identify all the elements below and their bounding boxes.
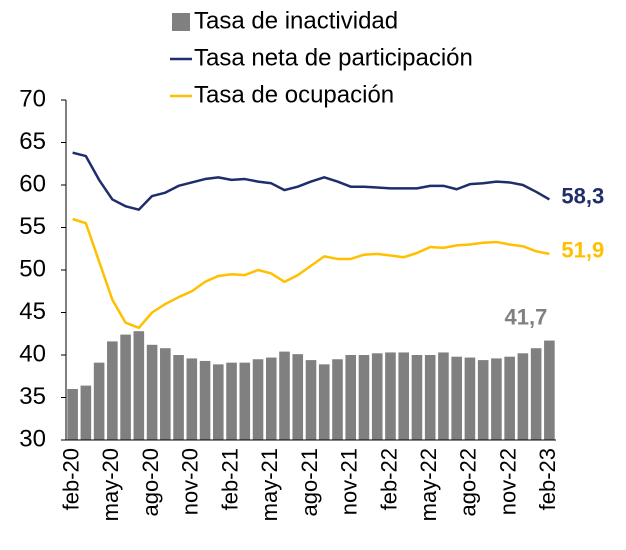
y-tick-label: 50 [19, 255, 46, 282]
bar [292, 354, 304, 440]
y-tick-label: 45 [19, 298, 46, 325]
bar [186, 358, 198, 440]
x-tick-label: feb-20 [58, 448, 83, 510]
y-tick-label: 60 [19, 170, 46, 197]
data-label: 51,9 [561, 238, 604, 263]
bar [199, 360, 211, 440]
line [72, 151, 551, 211]
y-tick-label: 40 [19, 340, 46, 367]
bar [424, 355, 436, 440]
bar [213, 364, 224, 440]
bar [67, 389, 78, 440]
bar [133, 331, 145, 440]
bar [398, 352, 409, 440]
data-label: 41,7 [505, 304, 548, 329]
bar [504, 356, 515, 440]
bar [411, 355, 423, 440]
x-tick-label: may-20 [98, 448, 123, 521]
bar [318, 364, 330, 440]
bar [332, 359, 343, 440]
bar [464, 357, 476, 440]
bar [371, 353, 383, 440]
bar [385, 352, 396, 440]
x-tick-label: ago-21 [297, 448, 322, 517]
x-tick-label: ago-22 [456, 448, 481, 517]
x-tick-label: feb-22 [376, 448, 401, 510]
bar [160, 348, 171, 440]
x-tick-label: ago-20 [138, 448, 163, 517]
x-tick-label: nov-22 [495, 448, 520, 515]
bar [345, 355, 357, 440]
bar [451, 356, 462, 440]
y-tick-label: 30 [19, 425, 46, 452]
bar [120, 334, 131, 440]
bar [173, 355, 184, 440]
x-tick-label: feb-21 [217, 448, 242, 510]
bar [107, 341, 118, 440]
bar [438, 352, 449, 440]
bar [265, 357, 277, 440]
legend-label: Tasa de inactividad [194, 7, 398, 34]
x-tick-label: nov-20 [178, 448, 203, 515]
y-tick-label: 35 [19, 383, 46, 410]
bar [530, 348, 542, 440]
bar [226, 362, 237, 440]
x-tick-label: may-22 [416, 448, 441, 521]
y-tick-label: 55 [19, 213, 46, 240]
bar [544, 340, 555, 440]
x-tick-label: may-21 [257, 448, 282, 521]
bar [358, 355, 370, 440]
bar [279, 351, 290, 440]
legend-label: Tasa neta de participación [194, 44, 473, 71]
bar [477, 360, 489, 440]
y-tick-label: 65 [19, 128, 46, 155]
bar [239, 362, 251, 440]
line [72, 217, 550, 330]
bar [80, 385, 92, 440]
bar [491, 358, 502, 440]
data-label: 58,3 [561, 183, 604, 208]
legend-label: Tasa de ocupación [194, 81, 394, 108]
y-tick-label: 70 [19, 85, 46, 112]
bar [305, 360, 317, 440]
bar [517, 353, 529, 440]
bar [93, 362, 105, 440]
legend-marker [172, 13, 190, 31]
bar [252, 359, 264, 440]
x-tick-label: nov-21 [337, 448, 362, 515]
bar [146, 344, 158, 440]
x-tick-label: feb-23 [535, 448, 560, 510]
